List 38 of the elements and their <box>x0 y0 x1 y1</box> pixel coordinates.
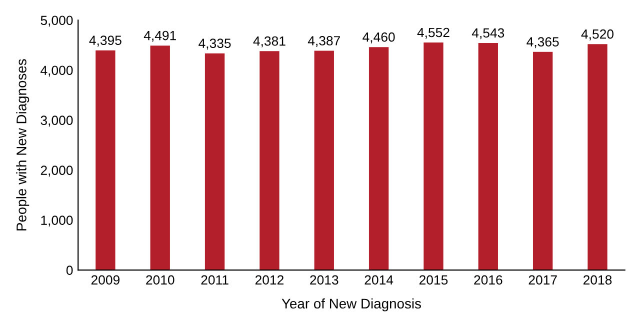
data-label: 4,491 <box>144 30 176 42</box>
bar <box>368 47 389 270</box>
x-tick-label: 2016 <box>474 275 502 285</box>
x-tick-label: 2018 <box>583 275 612 285</box>
bar <box>532 52 553 270</box>
x-tick-label: 2010 <box>146 275 174 285</box>
x-tick-label: 2011 <box>201 275 228 285</box>
data-label: 4,460 <box>362 32 395 44</box>
y-tick-label: 1,000 <box>41 216 73 227</box>
x-tick-label: 2015 <box>419 275 448 285</box>
bar <box>588 44 608 270</box>
bar <box>96 50 116 270</box>
x-tick-label: 2012 <box>255 275 284 285</box>
y-tick-label: 5,000 <box>40 16 73 27</box>
data-label: 4,365 <box>526 37 559 48</box>
bar <box>150 46 170 270</box>
data-label: 4,381 <box>253 36 286 48</box>
x-axis-title: Year of New Diagnosis <box>282 298 421 312</box>
data-label: 4,543 <box>472 28 504 40</box>
x-tick-label: 2013 <box>310 275 338 285</box>
bar <box>260 51 280 270</box>
y-tick-label: 4,000 <box>40 66 73 77</box>
y-tick-label: 2,000 <box>40 166 73 177</box>
bar <box>204 53 225 270</box>
bar <box>478 42 498 270</box>
data-label: 4,387 <box>308 36 340 47</box>
data-label: 4,552 <box>417 28 450 39</box>
data-label: 4,395 <box>89 36 122 47</box>
data-label: 4,520 <box>581 29 614 40</box>
y-tick-label: 3,000 <box>40 116 73 127</box>
y-tick-label: 0 <box>66 266 73 275</box>
bar <box>314 50 334 270</box>
x-tick-label: 2014 <box>364 275 394 285</box>
y-axis-title: People with New Diagnoses <box>16 59 30 230</box>
x-tick-label: 2017 <box>528 275 557 285</box>
bar <box>424 42 444 270</box>
x-tick-label: 2009 <box>91 275 120 285</box>
data-label: 4,335 <box>198 38 231 50</box>
